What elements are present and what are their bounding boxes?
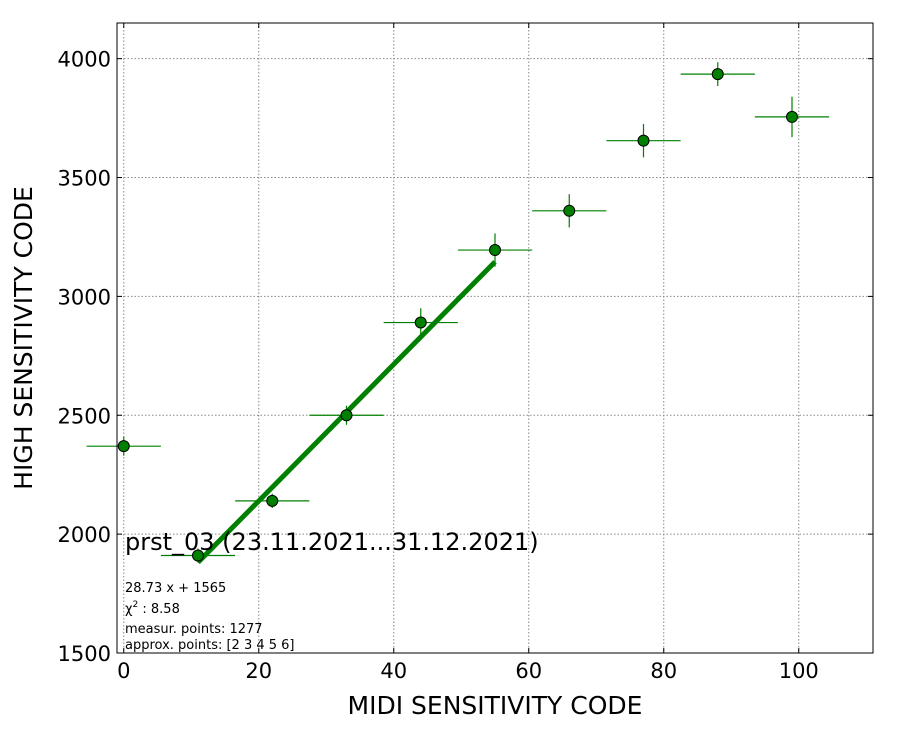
y-tick-label: 4000	[58, 48, 111, 72]
data-point	[637, 134, 650, 147]
data-point-group	[309, 405, 384, 425]
data-point	[266, 494, 279, 507]
y-tick-label: 2500	[58, 404, 111, 428]
x-tick-label: 0	[117, 659, 130, 683]
grid-lines	[117, 23, 873, 653]
data-point	[489, 244, 501, 257]
x-tick-label: 100	[779, 659, 819, 683]
data-point-group	[383, 308, 458, 337]
data-point	[414, 316, 427, 329]
plot-frame	[116, 22, 874, 654]
x-tick-label: 20	[245, 659, 272, 683]
measurement-points: measur. points: 1277	[125, 622, 263, 637]
data-point	[711, 68, 724, 81]
data-point-group	[754, 96, 830, 138]
y-axis-label: HIGH SENSITIVITY CODE	[9, 186, 38, 490]
data-point-group	[680, 62, 755, 86]
data-point-group	[606, 124, 681, 158]
y-tick-label: 1500	[58, 642, 111, 666]
data-point-group	[532, 194, 607, 228]
x-tick-label: 80	[650, 659, 677, 683]
y-tick-label: 2000	[58, 523, 111, 547]
x-tick-label: 60	[515, 659, 542, 683]
y-tick-label: 3000	[58, 285, 111, 309]
approx-points: approx. points: [2 3 4 5 6]	[125, 638, 295, 653]
data-point-group	[86, 436, 161, 456]
data-point-group	[160, 548, 236, 563]
y-tick-label: 3500	[58, 167, 111, 191]
data-point	[117, 440, 130, 453]
data-point	[563, 204, 576, 217]
x-axis-label: MIDI SENSITIVITY CODE	[348, 691, 643, 720]
annotation-title: prst_03 (23.11.2021...31.12.2021)	[125, 528, 539, 556]
data-point	[192, 549, 204, 562]
x-tick-label: 40	[380, 659, 407, 683]
data-point	[340, 409, 353, 422]
fit-equation: 28.73 x + 1565	[125, 581, 226, 596]
data-point-group	[235, 493, 310, 508]
axis-ticks: 0 20 40 60 80 100 1500 2000 2500 3000 3500 4000	[58, 23, 873, 683]
data-point-group	[457, 233, 533, 267]
data-point	[786, 110, 798, 123]
chi-square: χ2 : 8.58	[125, 600, 180, 617]
data-points	[86, 62, 830, 563]
